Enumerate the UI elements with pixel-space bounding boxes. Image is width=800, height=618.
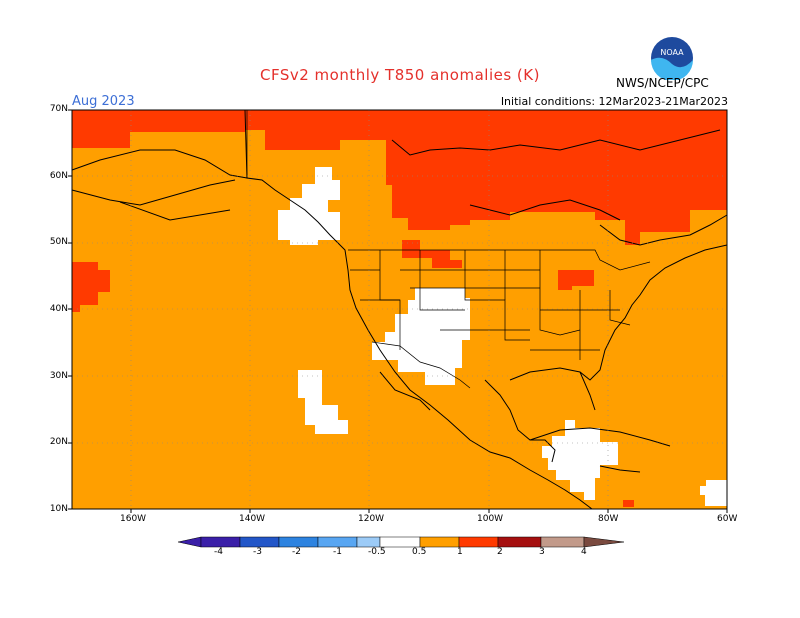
agency-label: NWS/NCEP/CPC xyxy=(616,76,709,90)
lat-ticks xyxy=(68,109,72,510)
colorbar-cell xyxy=(583,536,625,548)
lat-label: 30N xyxy=(49,371,68,381)
colorbar-label: -2 xyxy=(292,547,301,557)
chart-title: CFSv2 monthly T850 anomalies (K) xyxy=(260,66,540,84)
colorbar-label: 4 xyxy=(581,547,587,557)
lat-label: 60N xyxy=(49,171,68,181)
political-boundaries xyxy=(246,110,651,389)
valid-month: Aug 2023 xyxy=(72,94,135,109)
colorbar-cell xyxy=(356,536,381,548)
near-normal-region xyxy=(278,167,727,506)
colorbar xyxy=(177,536,625,548)
lon-label: 80W xyxy=(598,514,619,524)
lat-lon-grid xyxy=(72,110,727,509)
noaa-logo: NOAA xyxy=(650,36,694,81)
colorbar-cell xyxy=(419,536,460,548)
lon-label: 160W xyxy=(120,514,147,524)
lat-label: 40N xyxy=(49,304,68,314)
colorbar-cell xyxy=(177,536,202,548)
colorbar-cell xyxy=(278,536,319,548)
lat-label: 20N xyxy=(49,437,68,447)
lon-ticks xyxy=(130,509,728,513)
colorbar-label: -3 xyxy=(253,547,262,557)
colorbar-label: 1 xyxy=(457,547,463,557)
lat-label: 50N xyxy=(49,237,68,247)
colorbar-label: 3 xyxy=(539,547,545,557)
colorbar-cell xyxy=(458,536,499,548)
lon-label: 120W xyxy=(358,514,385,524)
logo-text: NOAA xyxy=(660,48,684,57)
anomaly-region-1-2k xyxy=(72,110,727,507)
lat-label: 10N xyxy=(49,504,68,514)
lon-label: 100W xyxy=(477,514,504,524)
lon-label: 140W xyxy=(239,514,266,524)
colorbar-cell xyxy=(497,536,542,548)
colorbar-label: 2 xyxy=(497,547,503,557)
initial-conditions: Initial conditions: 12Mar2023-21Mar2023 xyxy=(500,95,728,108)
colorbar-cell xyxy=(379,536,421,548)
colorbar-cell xyxy=(317,536,358,548)
lon-label: 60W xyxy=(717,514,738,524)
colorbar-label: 0.5 xyxy=(412,547,427,557)
lat-label: 70N xyxy=(49,104,68,114)
colorbar-label: -0.5 xyxy=(368,547,386,557)
coastlines xyxy=(71,109,728,510)
colorbar-cell xyxy=(540,536,585,548)
colorbar-label: -4 xyxy=(214,547,223,557)
colorbar-cell xyxy=(239,536,280,548)
colorbar-cell xyxy=(200,536,241,548)
colorbar-label: -1 xyxy=(333,547,342,557)
